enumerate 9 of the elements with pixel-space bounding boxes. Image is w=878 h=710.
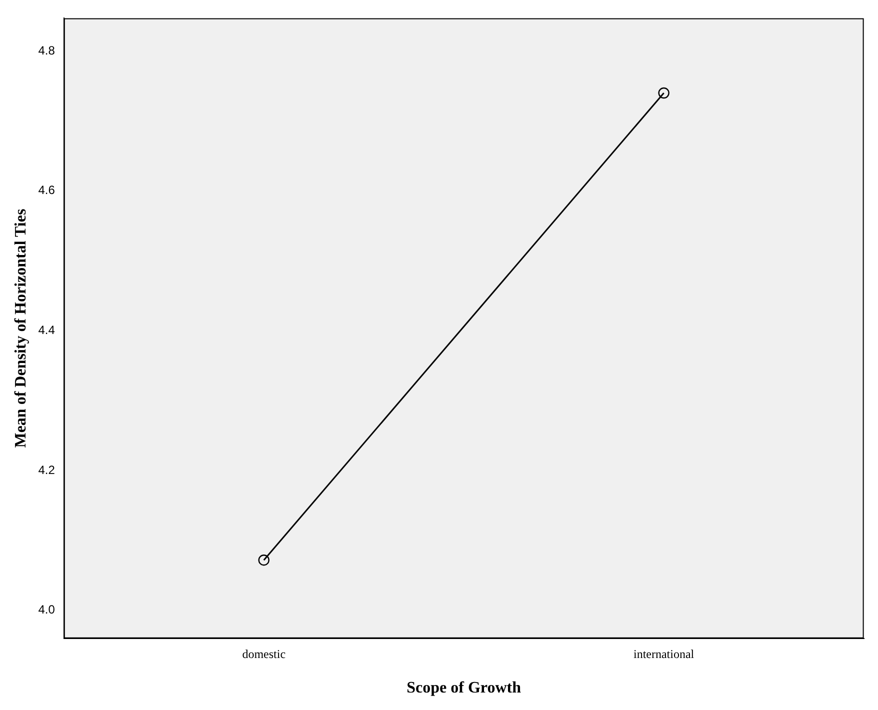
- y-tick-label: 4.6: [38, 183, 56, 198]
- y-axis-title: Mean of Density of Horizontal Ties: [12, 208, 30, 448]
- y-tick-label: 4.4: [38, 323, 56, 338]
- x-tick-label: domestic: [242, 646, 286, 661]
- y-tick-label: 4.2: [38, 462, 56, 477]
- x-axis-title: Scope of Growth: [406, 680, 522, 697]
- y-tick-label: 4.8: [38, 43, 56, 58]
- y-tick-label: 4.0: [38, 602, 56, 617]
- x-tick-label: international: [633, 646, 695, 661]
